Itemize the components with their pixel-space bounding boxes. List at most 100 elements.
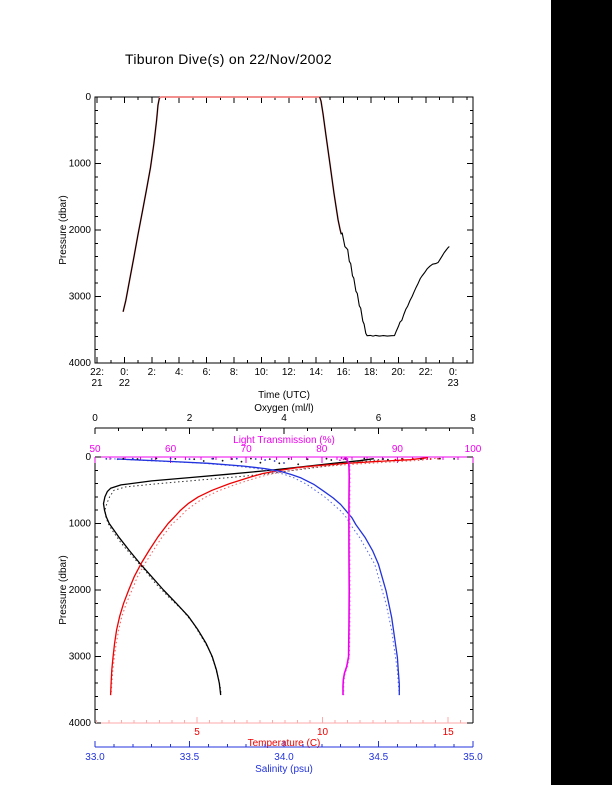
light-tick-label: 60 bbox=[165, 444, 177, 455]
series-light-downcast bbox=[342, 457, 351, 696]
surface-noise-oxygen-dot bbox=[240, 460, 243, 463]
surface-noise-light-dot bbox=[344, 456, 347, 459]
surface-noise-salinity-dot bbox=[131, 457, 134, 460]
oxygen-axis-title: Oxygen (ml/l) bbox=[254, 403, 313, 414]
time-tick-label: 0: bbox=[449, 367, 457, 378]
time-plot-frame bbox=[94, 96, 474, 364]
surface-noise-temperature-dot bbox=[394, 458, 397, 461]
time-tick-label: 8: bbox=[230, 367, 238, 378]
surface-noise-oxygen-dot bbox=[387, 458, 389, 461]
surface-noise-oxygen-dot bbox=[221, 459, 224, 462]
surface-noise-temperature-dot bbox=[376, 460, 379, 462]
surface-noise-oxygen-dot bbox=[250, 457, 252, 460]
surface-noise-oxygen-dot bbox=[155, 457, 158, 460]
surface-noise-light-dot bbox=[340, 457, 343, 460]
surface-noise-salinity-dot bbox=[254, 458, 257, 460]
pressure-tick-label: 4000 bbox=[69, 358, 92, 369]
surface-noise-salinity-dot bbox=[188, 458, 191, 460]
time-tick-sublabel: 22 bbox=[119, 378, 131, 389]
light-tick-label: 80 bbox=[316, 444, 328, 455]
surface-noise-oxygen-dot bbox=[420, 458, 422, 460]
salinity-tick-label: 34.0 bbox=[274, 752, 294, 763]
pressure-tick-label: 0 bbox=[85, 92, 91, 103]
pressure-axis-title: Pressure (dbar) bbox=[58, 555, 69, 624]
surface-noise-oxygen-dot bbox=[363, 457, 366, 460]
time-tick-label: 14: bbox=[309, 367, 323, 378]
surface-noise-light-dot bbox=[346, 458, 349, 460]
time-tick-label: 20: bbox=[391, 367, 405, 378]
pressure-tick-label: 1000 bbox=[69, 519, 92, 530]
salinity-axis-title: Salinity (psu) bbox=[255, 764, 313, 775]
time-tick-sublabel: 23 bbox=[448, 378, 460, 389]
pressure-tick-label: 1000 bbox=[69, 159, 92, 170]
pressure-axis-title: Pressure (dbar) bbox=[58, 195, 69, 264]
time-tick-label: 4: bbox=[175, 367, 183, 378]
oxygen-tick-label: 2 bbox=[187, 413, 193, 424]
light-tick-label: 90 bbox=[392, 444, 404, 455]
surface-noise-oxygen-dot bbox=[268, 458, 271, 460]
time-tick-label: 10: bbox=[254, 367, 268, 378]
surface-noise-salinity-dot bbox=[150, 458, 153, 460]
surface-noise-oxygen-dot bbox=[231, 458, 233, 460]
surface-noise-oxygen-dot bbox=[439, 457, 441, 460]
surface-noise-temperature-dot bbox=[359, 461, 362, 464]
pressure-tick-label: 2000 bbox=[69, 585, 92, 596]
series-oxygen-upcast bbox=[104, 458, 384, 696]
time-tick-label: 16: bbox=[337, 367, 351, 378]
surface-noise-oxygen-dot bbox=[287, 457, 290, 460]
time-tick-label: 0: bbox=[120, 367, 128, 378]
surface-noise-salinity-dot bbox=[169, 457, 172, 460]
salinity-tick-label: 33.0 bbox=[85, 752, 105, 763]
black-sidebar bbox=[551, 0, 612, 785]
surface-noise-salinity-dot bbox=[211, 457, 214, 460]
salinity-tick-label: 35.0 bbox=[463, 752, 483, 763]
surface-noise-temperature-dot bbox=[422, 457, 424, 460]
pressure-tick-label: 4000 bbox=[69, 718, 92, 729]
surface-noise-temperature-dot bbox=[429, 458, 432, 460]
pressure-tick-label: 0 bbox=[85, 452, 91, 463]
time-tick-label: 6: bbox=[202, 367, 210, 378]
surface-noise-oxygen-dot bbox=[325, 457, 328, 460]
time-tick-label: 12: bbox=[282, 367, 296, 378]
surface-noise-oxygen-dot bbox=[136, 458, 139, 460]
surface-noise-temperature-dot bbox=[437, 457, 439, 460]
surface-noise-salinity-dot bbox=[235, 457, 238, 460]
oxygen-tick-label: 6 bbox=[376, 413, 382, 424]
series-temperature-upcast bbox=[110, 457, 436, 696]
surface-noise-salinity-dot bbox=[283, 462, 285, 464]
pressure-tick-label: 3000 bbox=[69, 292, 92, 303]
surface-noise-oxygen-dot bbox=[306, 458, 309, 461]
surface-noise-oxygen-dot bbox=[174, 458, 177, 460]
surface-noise-oxygen-dot bbox=[330, 459, 333, 461]
oxygen-tick-label: 8 bbox=[470, 413, 476, 424]
time-tick-label: 2: bbox=[148, 367, 156, 378]
time-tick-label: 22: bbox=[419, 367, 433, 378]
surface-noise-oxygen-dot bbox=[382, 458, 385, 460]
time-axis-title: Time (UTC) bbox=[258, 390, 310, 401]
time-tick-label: 22: bbox=[90, 367, 104, 378]
series-salinity-downcast bbox=[117, 458, 400, 696]
light-axis-title: Light Transmission (%) bbox=[233, 435, 335, 446]
pressure-tick-label: 2000 bbox=[69, 225, 92, 236]
oxygen-tick-label: 0 bbox=[92, 413, 98, 424]
temperature-tick-label: 5 bbox=[194, 727, 200, 738]
temperature-tick-label: 10 bbox=[317, 727, 329, 738]
surface-noise-salinity-dot bbox=[273, 460, 276, 462]
light-tick-label: 100 bbox=[465, 444, 482, 455]
series-salinity-upcast bbox=[110, 458, 400, 696]
surface-noise-salinity-dot bbox=[264, 459, 266, 461]
surface-noise-temperature-dot bbox=[402, 458, 404, 461]
time-tick-label: 18: bbox=[364, 367, 378, 378]
surface-noise-oxygen-dot bbox=[297, 463, 300, 466]
series-dive-profile-black bbox=[319, 96, 450, 337]
series-oxygen-downcast bbox=[102, 458, 374, 696]
figure-title: Tiburon Dive(s) on 22/Nov/2002 bbox=[125, 51, 332, 67]
light-tick-label: 70 bbox=[241, 444, 253, 455]
surface-noise-oxygen-dot bbox=[193, 458, 196, 461]
surface-noise-light-dot bbox=[339, 459, 341, 462]
surface-noise-oxygen-dot bbox=[453, 458, 455, 460]
surface-noise-oxygen-dot bbox=[122, 457, 125, 460]
time-tick-sublabel: 21 bbox=[91, 378, 103, 389]
